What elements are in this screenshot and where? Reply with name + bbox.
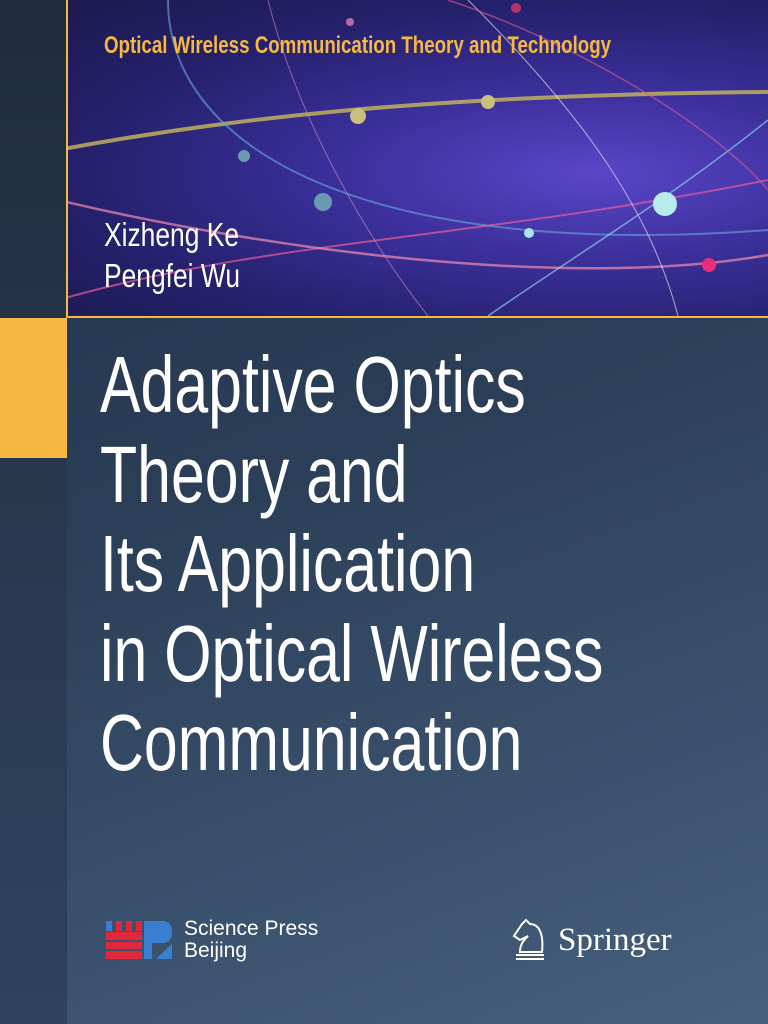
book-title: Adaptive Optics Theory and Its Applicati… — [100, 340, 603, 788]
title-line: in Optical Wireless — [100, 608, 604, 698]
publisher-name: Science Press — [184, 917, 319, 940]
series-title: Optical Wireless Communication Theory an… — [104, 32, 612, 59]
left-strip — [0, 0, 67, 1024]
science-press-logo-icon — [106, 921, 172, 959]
title-line: Theory and — [100, 429, 408, 519]
author-name: Xizheng Ke — [104, 216, 240, 253]
title-line: Communication — [100, 698, 523, 787]
accent-vertical-line — [66, 0, 68, 318]
springer-horse-icon — [512, 918, 544, 960]
springer-wordmark: Springer — [558, 921, 672, 958]
accent-horizontal-line — [66, 316, 768, 318]
authors: Xizheng Ke Pengfei Wu — [104, 214, 240, 296]
light-trails-graphic — [68, 0, 768, 316]
publisher-city: Beijing — [184, 939, 248, 962]
author-name: Pengfei Wu — [104, 257, 240, 294]
cover-artwork — [68, 0, 768, 316]
title-line: Its Application — [100, 519, 476, 608]
title-line: Adaptive Optics — [100, 340, 526, 429]
springer-publisher: Springer — [510, 918, 672, 962]
accent-block — [0, 318, 67, 458]
science-press-publisher: Science Press Beijing — [106, 918, 318, 962]
